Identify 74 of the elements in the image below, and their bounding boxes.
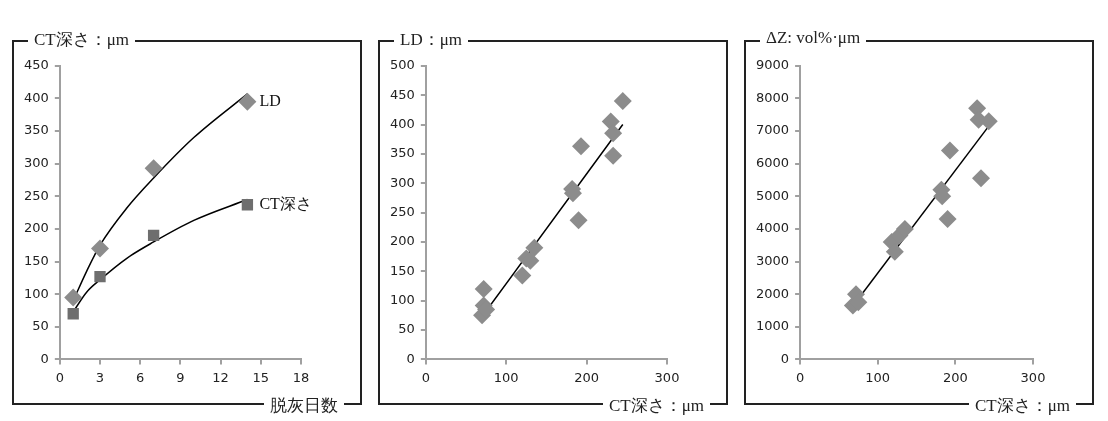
y-tick-label: 400 <box>23 89 49 105</box>
point <box>144 159 163 178</box>
y-tick-label: 4000 <box>755 220 790 236</box>
y-axis-title: CT深さ：μm <box>28 28 136 51</box>
point <box>91 239 110 258</box>
y-tick-label: 500 <box>389 57 415 73</box>
y-tick-label: 5000 <box>755 187 790 203</box>
x-axis-title: 脱灰日数 <box>264 394 344 417</box>
y-tick-label: 0 <box>40 350 49 366</box>
x-tick-label: 0 <box>421 369 430 385</box>
point <box>940 141 959 160</box>
x-tick-label: 9 <box>176 369 185 385</box>
y-tick-label: 250 <box>389 203 415 219</box>
y-tick-label: 50 <box>32 318 49 334</box>
x-tick-label: 0 <box>795 369 805 385</box>
y-tick-label: 300 <box>389 174 415 190</box>
y-tick-label: 150 <box>23 252 49 268</box>
y-tick-label: 450 <box>23 57 49 73</box>
point <box>525 238 544 257</box>
x-tick-label: 100 <box>493 369 519 385</box>
point <box>569 211 588 230</box>
y-tick-label: 450 <box>389 86 415 102</box>
x-tick-label: 18 <box>292 369 310 385</box>
y-tick-label: 150 <box>389 262 415 278</box>
x-axis-title: CT深さ：μm <box>968 394 1076 417</box>
y-tick-label: 0 <box>780 350 790 366</box>
point <box>613 92 632 111</box>
x-tick-label: 100 <box>865 369 891 385</box>
y-tick-label: 400 <box>389 115 415 131</box>
y-tick-label: 300 <box>23 155 49 171</box>
x-tick-label: 300 <box>654 369 680 385</box>
point <box>241 199 254 211</box>
y-tick-label: 350 <box>389 145 415 161</box>
point <box>67 308 79 320</box>
y-tick-label: 100 <box>389 292 415 308</box>
x-tick-label: 15 <box>252 369 270 385</box>
y-tick-label: 3000 <box>755 252 790 268</box>
y-tick-label: 200 <box>389 233 415 249</box>
y-tick-label: 250 <box>23 187 49 203</box>
x-axis-title: CT深さ：μm <box>602 394 710 417</box>
x-tick-label: 200 <box>574 369 600 385</box>
y-tick-label: 6000 <box>755 155 790 171</box>
y-axis-title: ΔZ: vol%·μm <box>760 28 867 48</box>
series-label: LD <box>259 91 281 109</box>
x-tick-label: 3 <box>95 369 105 385</box>
y-tick-label: 9000 <box>755 57 790 73</box>
point <box>474 279 493 298</box>
point <box>571 137 590 156</box>
series-label: CT深さ <box>259 194 312 212</box>
y-tick-label: 8000 <box>755 89 790 105</box>
x-tick-label: 0 <box>55 369 64 385</box>
y-axis-title: LD：μm <box>394 28 468 51</box>
point <box>147 229 160 242</box>
y-tick-label: 7000 <box>755 122 790 138</box>
y-tick-label: 50 <box>398 321 415 337</box>
y-tick-label: 0 <box>406 350 415 366</box>
point <box>513 266 532 285</box>
x-tick-label: 12 <box>212 369 229 385</box>
x-tick-label: 6 <box>136 369 145 385</box>
x-tick-label: 300 <box>1020 369 1046 385</box>
point <box>938 210 957 229</box>
y-tick-label: 100 <box>23 285 49 301</box>
y-tick-label: 2000 <box>755 285 790 301</box>
point <box>604 124 623 143</box>
point <box>971 169 990 188</box>
point <box>94 270 106 283</box>
y-tick-label: 1000 <box>755 318 790 334</box>
point <box>604 146 623 165</box>
y-tick-label: 350 <box>23 122 49 138</box>
y-tick-label: 200 <box>23 220 49 236</box>
point <box>64 288 83 307</box>
x-tick-label: 200 <box>942 369 968 385</box>
point <box>238 92 257 111</box>
point <box>601 112 620 131</box>
